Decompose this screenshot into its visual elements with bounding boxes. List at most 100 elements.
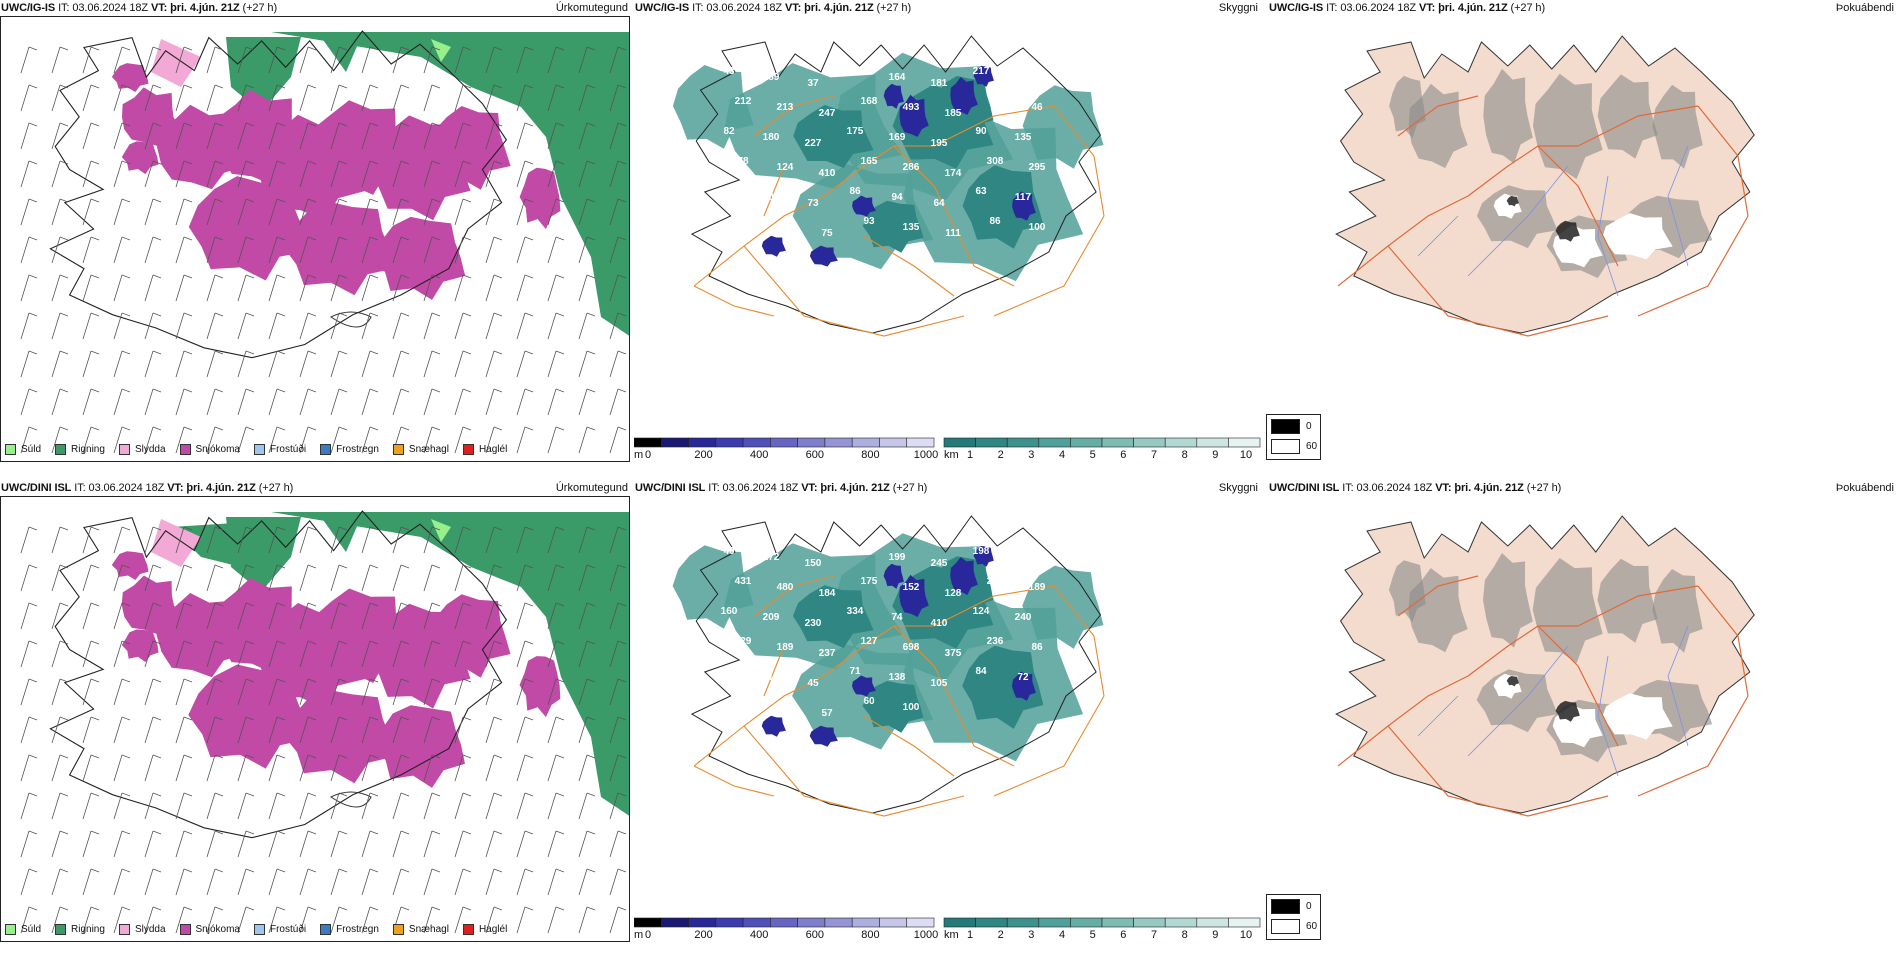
visibility-value-label: 111 <box>945 228 961 239</box>
wind-barb <box>20 792 38 820</box>
wind-barb <box>361 716 379 744</box>
visibility-value-label: 297 <box>987 576 1004 587</box>
wind-barb <box>82 46 100 74</box>
cloud-base-area <box>852 675 876 697</box>
wind-barb <box>330 716 348 744</box>
visibility-value-label: 37 <box>807 78 819 89</box>
visibility-value-label: 212 <box>735 96 752 107</box>
height-bar-tick: 0 <box>644 449 652 461</box>
visibility-value-label: 213 <box>777 102 794 113</box>
wind-barb <box>268 716 286 744</box>
wind-barb <box>206 388 224 416</box>
wind-barb <box>485 122 503 150</box>
height-bar-tick: 1000 <box>913 929 939 941</box>
wind-barb <box>144 312 162 340</box>
wind-barb <box>609 830 627 858</box>
legend-label: Slydda <box>134 444 166 455</box>
panel-label: Úrkomutegund <box>555 482 628 494</box>
wind-barb <box>237 526 255 554</box>
wind-barb <box>175 754 193 782</box>
visibility-area-low <box>793 105 874 168</box>
coastline <box>690 35 1102 334</box>
visibility-value-label: 152 <box>903 582 920 593</box>
cloud-base-area <box>761 715 786 737</box>
road <box>1397 95 1479 137</box>
forecast-row-dini: Súld Rigning Slydda Snjókoma Frostúði Frostre… <box>0 480 1900 950</box>
height-bar-segment <box>688 917 717 928</box>
visibility-value-label: 100 <box>903 702 920 713</box>
fog-legend: 0 60 <box>1266 414 1321 460</box>
wind-barb <box>516 602 534 630</box>
legend-label: Snjókoma <box>195 444 240 455</box>
wind-barb <box>578 122 596 150</box>
wind-barb <box>20 388 38 416</box>
wind-barb <box>609 716 627 744</box>
fog-shading-patch <box>1388 560 1426 623</box>
colorbar-svg <box>633 917 1261 928</box>
wind-barb <box>268 602 286 630</box>
wind-barb <box>609 564 627 592</box>
visibility-bar-segment <box>1196 917 1229 928</box>
visibility-bar-tick: 8 <box>1181 929 1188 941</box>
visibility-value-label: 105 <box>931 678 948 689</box>
wind-barb <box>423 792 441 820</box>
visibility-value-label: 180 <box>763 132 780 143</box>
visibility-value-label: 217 <box>973 66 990 77</box>
visibility-value-label: 93 <box>863 216 875 227</box>
wind-barb <box>516 754 534 782</box>
wind-barb <box>268 868 286 896</box>
visibility-bar-segment <box>1038 917 1071 928</box>
wind-barb <box>51 122 69 150</box>
visibility-value-label: 46 <box>1031 102 1043 113</box>
wind-barb <box>175 868 193 896</box>
visibility-value-label: 410 <box>819 168 836 179</box>
wind-barb <box>82 564 100 592</box>
fog-legend-swatch <box>1271 899 1300 914</box>
wind-barb <box>454 526 472 554</box>
legend-swatch <box>118 924 130 935</box>
wind-barb <box>299 906 317 934</box>
visibility-value-label: 77 <box>779 222 791 233</box>
wind-barb <box>547 426 565 454</box>
panel-title: UWC/IG-IS IT: 03.06.2024 18Z VT: þri. 4.… <box>635 2 912 14</box>
visibility-bar-segment <box>1038 437 1071 448</box>
road <box>1387 725 1609 817</box>
wind-barb <box>299 46 317 74</box>
wind-barb <box>268 792 286 820</box>
legend-swatch <box>462 444 474 455</box>
wind-barb <box>113 84 131 112</box>
legend-swatch <box>392 924 404 935</box>
wind-barb <box>423 350 441 378</box>
cloud-base-area <box>883 83 904 109</box>
panel-title: UWC/DINI ISL IT: 03.06.2024 18Z VT: þri.… <box>635 482 928 494</box>
wind-barb <box>361 830 379 858</box>
fog-shading-patch <box>1533 73 1603 179</box>
wind-barb <box>299 350 317 378</box>
wind-barb <box>392 198 410 226</box>
wind-barb <box>392 122 410 150</box>
snow-area-patch <box>188 176 311 281</box>
legend-label: Frostregn <box>336 444 379 455</box>
wind-barb <box>268 640 286 668</box>
river-network <box>1417 625 1689 777</box>
cloud-base-area <box>1011 671 1036 701</box>
wind-barb <box>20 526 38 554</box>
wind-barb <box>516 198 534 226</box>
legend-label: Haglél <box>478 924 508 935</box>
fog-panel: UWC/IG-IS IT: 03.06.2024 18Z VT: þri. 4.… <box>1268 0 1900 470</box>
wind-barb <box>392 830 410 858</box>
wind-barb <box>516 678 534 706</box>
wind-barb <box>82 198 100 226</box>
wind-barb <box>609 868 627 896</box>
road <box>1577 585 1699 627</box>
wind-barb <box>175 678 193 706</box>
wind-barb <box>51 678 69 706</box>
wind-barb <box>237 830 255 858</box>
visibility-value-label: 160 <box>721 606 738 617</box>
visibility-value-label: 138 <box>889 672 906 683</box>
wind-barb <box>330 792 348 820</box>
wind-barb <box>144 122 162 150</box>
wind-barb <box>547 122 565 150</box>
visibility-value-label: 247 <box>819 108 836 119</box>
wind-barb <box>113 906 131 934</box>
